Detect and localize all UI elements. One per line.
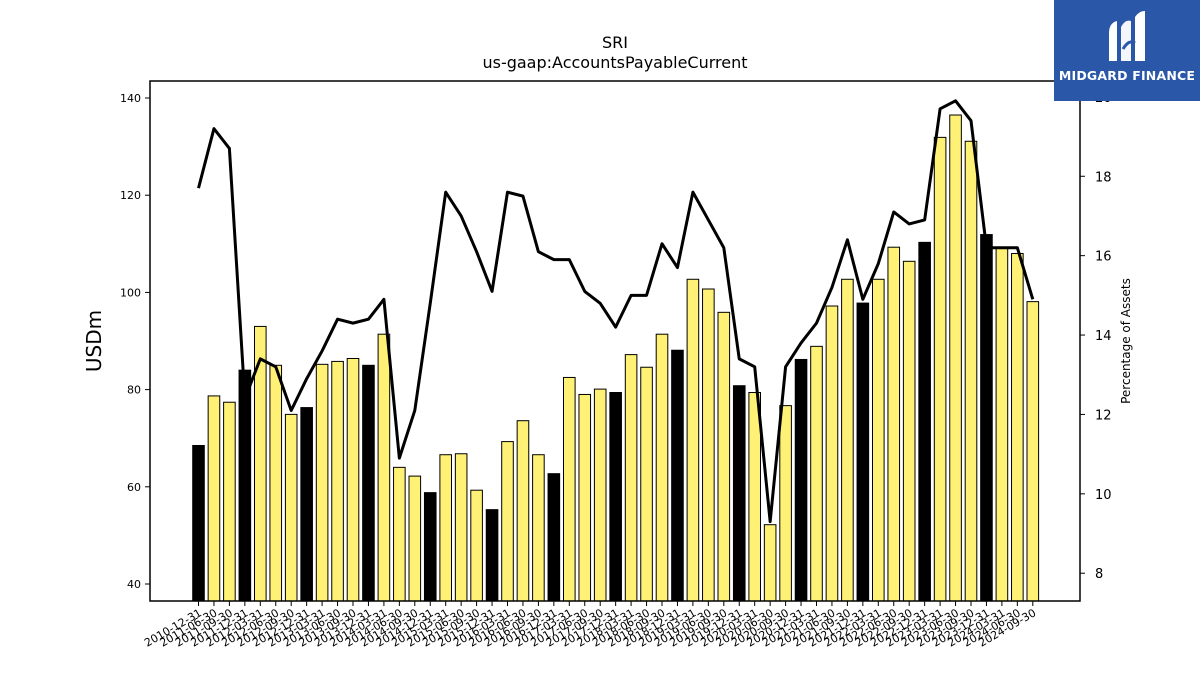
bar-2018-12-31 — [686, 278, 700, 602]
bar-series — [192, 114, 1040, 602]
bar-2022-06-30 — [902, 260, 916, 602]
y-tick-label: 100 — [120, 286, 141, 299]
bar-2020-12-31 — [810, 345, 823, 602]
bar-2020-09-30 — [794, 358, 808, 602]
bar-2012-09-30 — [300, 407, 313, 602]
y2-tick-label: 14 — [1095, 329, 1112, 344]
bar-2021-03-31 — [825, 305, 839, 602]
bar-2022-09-30 — [918, 241, 931, 602]
plot-frame — [149, 80, 1081, 602]
bar-2017-03-31 — [578, 393, 592, 602]
left-axis: 40 60 80 100 120 140 — [120, 92, 150, 591]
bar-2015-06-30 — [470, 489, 483, 602]
bar-2015-09-30 — [485, 509, 499, 602]
bar-2011-09-30 — [238, 369, 252, 602]
midgard-finance-logo: MIDGARD FINANCE — [1054, 0, 1200, 101]
y2-tick-label: 18 — [1095, 170, 1112, 185]
bar-2012-06-30 — [284, 413, 298, 602]
bar-2011-03-31 — [207, 395, 221, 602]
y2-tick-label: 10 — [1095, 488, 1112, 503]
bar-2017-12-31 — [624, 354, 638, 602]
bar-2014-06-30 — [408, 475, 422, 602]
bar-2012-03-31 — [269, 364, 283, 602]
y-tick-label: 80 — [127, 384, 141, 397]
bar-2014-12-31 — [439, 454, 452, 602]
bar-2013-06-30 — [346, 358, 360, 602]
bar-2019-06-30 — [717, 311, 731, 602]
bar-2015-12-31 — [501, 441, 514, 602]
bar-2024-06-30 — [1026, 301, 1040, 602]
percentage-line — [197, 99, 1035, 524]
bar-2023-09-30 — [980, 234, 993, 602]
bar-2016-12-31 — [563, 376, 576, 602]
bar-2019-12-31 — [748, 392, 762, 602]
bar-2016-03-31 — [516, 420, 530, 602]
bar-2017-06-30 — [593, 388, 607, 602]
y-tick-label: 120 — [120, 189, 141, 202]
bar-2022-03-31 — [887, 246, 901, 602]
logo-mark-icon — [1109, 11, 1145, 62]
bar-2018-03-31 — [640, 366, 653, 602]
bar-2023-03-31 — [949, 114, 962, 602]
logo-text: MIDGARD FINANCE — [1058, 68, 1196, 83]
bar-2019-09-30 — [732, 385, 746, 602]
chart-title: SRI — [602, 33, 628, 52]
bar-2023-06-30 — [964, 140, 978, 602]
bar-2021-09-30 — [856, 302, 870, 602]
y-tick-label: 60 — [127, 481, 141, 494]
y2-tick-label: 16 — [1095, 250, 1112, 265]
y-tick-label: 40 — [127, 578, 141, 591]
bar-2020-03-31 — [763, 524, 777, 602]
x-axis: 2010-12-312011-06-302011-09-302011-12-31… — [142, 601, 1038, 650]
bar-2017-09-30 — [609, 392, 622, 602]
bar-2012-12-31 — [315, 363, 329, 602]
bar-2010-12-31 — [192, 444, 205, 602]
bar-2014-03-31 — [393, 466, 406, 602]
y-tick-label: 140 — [120, 92, 141, 105]
y-axis-label: USDm — [82, 310, 106, 372]
bar-2013-12-31 — [377, 333, 391, 602]
bar-2014-09-30 — [423, 492, 437, 602]
bar-2021-06-30 — [841, 278, 854, 602]
bar-2018-09-30 — [671, 349, 684, 602]
bar-2016-06-30 — [532, 454, 545, 602]
bar-2020-06-30 — [779, 405, 792, 602]
bar-2019-03-31 — [702, 288, 715, 602]
bar-2023-12-31 — [995, 246, 1009, 602]
bar-2022-12-31 — [933, 136, 947, 602]
bar-2016-09-30 — [547, 473, 561, 602]
bar-2013-03-31 — [331, 360, 344, 602]
bar-2024-03-31 — [1011, 253, 1024, 602]
y2-axis-label: Percentage of Assets — [1119, 278, 1133, 404]
bar-2015-03-31 — [454, 453, 468, 602]
bar-2011-06-30 — [223, 401, 236, 602]
bar-2018-06-30 — [655, 333, 669, 602]
chart-subtitle: us-gaap:AccountsPayableCurrent — [482, 53, 747, 72]
y2-tick-label: 12 — [1095, 408, 1112, 423]
bar-2013-09-30 — [362, 364, 375, 602]
y2-tick-label: 8 — [1095, 567, 1103, 582]
bar-2021-12-31 — [872, 278, 885, 602]
